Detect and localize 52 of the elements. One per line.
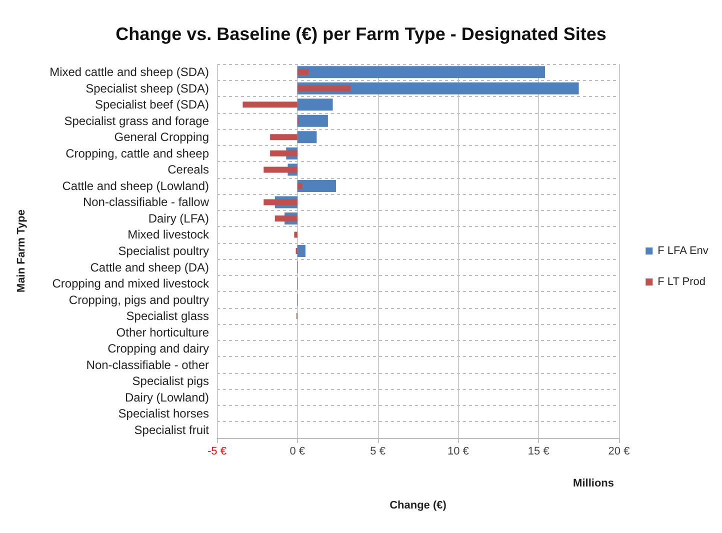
x-tick-label: 5 € (370, 446, 386, 458)
text: Millions (573, 478, 614, 490)
y-tick-label: Dairy (Lowland) (124, 390, 209, 404)
y-tick-label: Dairy (LFA) (148, 211, 209, 226)
bar (264, 166, 298, 173)
y-tick-label: Cereals (168, 162, 209, 177)
bar (297, 245, 306, 257)
y-tick-label: Mixed cattle and sheep (SDA) (50, 65, 209, 80)
y-tick-label: Non-classifiable - fallow (82, 195, 210, 210)
y-tick-label: Specialist grass and forage (64, 114, 210, 128)
bar (297, 66, 546, 78)
y-tick-label: Specialist fruit (134, 422, 210, 437)
y-tick-label: Specialist horses (118, 406, 209, 421)
y-tick-label: General Cropping (114, 130, 209, 144)
y-tick-label: Mixed livestock (128, 228, 210, 242)
bar (297, 85, 350, 92)
bar (297, 98, 333, 111)
bar (264, 199, 298, 206)
x-tick-label: 15 € (528, 446, 550, 458)
x-tick-label: -5 € (208, 446, 226, 458)
y-tick-label: Specialist beef (SDA) (94, 98, 210, 112)
y-tick-label: Specialist glass (126, 309, 209, 324)
bar (270, 134, 298, 140)
y-tick-label: Cattle and sheep (DA) (90, 260, 209, 274)
y-tick-label: Other horticulture (116, 325, 210, 340)
y-tick-label: Non-classifiable - other (86, 358, 210, 372)
bar (297, 180, 336, 192)
bar (270, 150, 298, 156)
bar (274, 215, 298, 222)
bar (297, 69, 309, 76)
y-tick-label: Cattle and sheep (Lowland) (62, 178, 209, 193)
bar (242, 102, 298, 108)
bar (297, 131, 317, 144)
x-tick-label: 0 € (290, 446, 306, 458)
x-axis-title: Change (€) (390, 500, 447, 512)
bar (294, 232, 298, 238)
bar (297, 82, 579, 94)
y-tick-label: Specialist pigs (132, 374, 209, 388)
y-tick-label: Specialist sheep (SDA) (86, 81, 209, 96)
x-tick-label: 20 € (608, 446, 630, 458)
y-axis-title: Main Farm Type (16, 210, 28, 292)
bar (297, 182, 302, 189)
y-tick-label: Cropping and dairy (108, 342, 209, 356)
bar (297, 114, 328, 127)
y-tick-label: Cropping and mixed livestock (52, 276, 210, 291)
y-tick-label: Cropping, cattle and sheep (66, 146, 210, 160)
legend-label: F LFA Env (658, 245, 709, 257)
chart-title: Change vs. Baseline (€) per Farm Type - Designated Sites (116, 24, 606, 44)
x-tick-label: 10 € (447, 446, 469, 458)
legend-label: F LT Prod (658, 276, 706, 288)
y-tick-label: Cropping, pigs and poultry (68, 292, 209, 307)
y-tick-label: Specialist poultry (118, 244, 209, 258)
